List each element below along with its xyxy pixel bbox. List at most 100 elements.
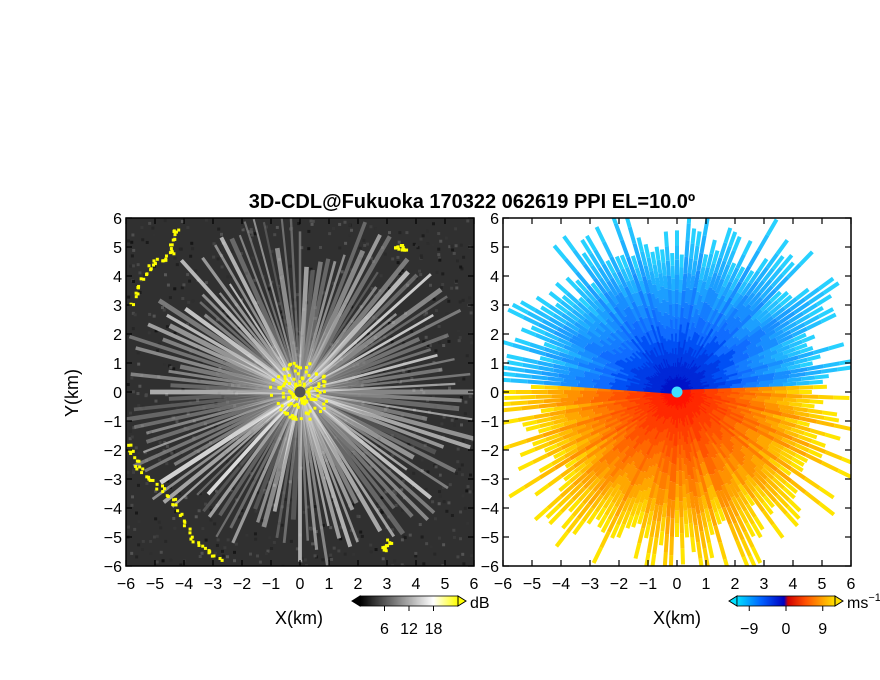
noise-cell xyxy=(130,254,134,258)
yellow-echo xyxy=(131,449,135,453)
velocity-segment xyxy=(694,458,703,477)
velocity-segment xyxy=(757,419,772,429)
velocity-segment xyxy=(623,286,635,303)
noise-cell xyxy=(237,515,241,519)
velocity-segment xyxy=(688,522,695,538)
velocity-segment xyxy=(722,274,731,288)
velocity-segment xyxy=(756,395,771,401)
noise-cell xyxy=(232,550,236,554)
noise-cell xyxy=(380,345,384,349)
velocity-segment xyxy=(702,548,710,566)
velocity-segment xyxy=(590,397,609,404)
velocity-segment xyxy=(578,407,594,415)
y-tick-label: 0 xyxy=(490,385,499,402)
velocity-segment xyxy=(773,472,788,485)
velocity-segment xyxy=(750,308,763,321)
velocity-segment xyxy=(592,404,608,412)
velocity-segment xyxy=(680,290,687,308)
velocity-segment xyxy=(808,443,827,454)
velocity-segment xyxy=(679,517,684,534)
velocity-segment xyxy=(677,470,683,487)
noise-cell xyxy=(362,238,366,242)
yellow-echo xyxy=(299,417,303,421)
velocity-segment xyxy=(704,473,713,487)
velocity-segment xyxy=(796,398,811,404)
yellow-echo xyxy=(289,391,293,395)
velocity-segment xyxy=(711,250,720,265)
velocity-segment xyxy=(722,245,732,262)
velocity-segment xyxy=(723,343,738,357)
velocity-segment xyxy=(590,494,604,510)
velocity-segment xyxy=(794,453,809,464)
noise-cell xyxy=(424,273,428,277)
noise-cell xyxy=(131,390,135,394)
velocity-segment xyxy=(503,418,519,425)
noise-cell xyxy=(354,355,358,359)
velocity-segment xyxy=(706,289,716,306)
noise-cell xyxy=(280,523,284,527)
velocity-segment xyxy=(597,266,610,283)
velocity-segment xyxy=(581,404,598,411)
velocity-segment xyxy=(630,502,639,517)
velocity-segment xyxy=(586,284,601,301)
noise-cell xyxy=(309,219,313,223)
noise-cell xyxy=(377,437,381,441)
velocity-segment xyxy=(738,265,752,284)
yellow-echo xyxy=(291,417,295,421)
velocity-segment xyxy=(629,331,640,344)
noise-cell xyxy=(408,533,412,537)
velocity-segment xyxy=(561,357,579,366)
yellow-echo xyxy=(293,404,297,408)
velocity-segment xyxy=(660,249,666,263)
velocity-segment xyxy=(801,302,819,315)
velocity-segment xyxy=(715,278,725,294)
velocity-segment xyxy=(526,310,544,323)
velocity-segment xyxy=(770,424,786,434)
velocity-segment xyxy=(561,514,575,530)
yellow-echo xyxy=(322,402,326,406)
yellow-echo xyxy=(174,503,178,507)
velocity-segment xyxy=(658,272,665,287)
noise-cell xyxy=(261,519,265,523)
yellow-echo xyxy=(319,410,323,414)
yellow-echo xyxy=(297,365,301,369)
velocity-segment xyxy=(720,470,733,486)
noise-cell xyxy=(245,533,249,537)
noise-cell xyxy=(201,497,205,501)
noise-cell xyxy=(163,362,167,366)
velocity-segment xyxy=(753,490,766,504)
noise-cell xyxy=(276,302,280,306)
velocity-segment xyxy=(762,340,779,352)
velocity-segment xyxy=(591,546,603,564)
velocity-segment xyxy=(738,509,749,525)
noise-cell xyxy=(249,228,253,232)
velocity-segment xyxy=(510,400,528,406)
velocity-segment xyxy=(527,379,545,385)
yellow-echo xyxy=(149,268,153,272)
velocity-segment xyxy=(587,488,602,506)
velocity-segment xyxy=(789,371,806,379)
noise-cell xyxy=(288,480,292,484)
velocity-segment xyxy=(790,367,808,374)
noise-cell xyxy=(215,543,219,547)
yellow-echo xyxy=(148,478,152,482)
velocity-segment xyxy=(684,479,690,495)
velocity-segment xyxy=(594,407,609,415)
noise-cell xyxy=(403,536,407,540)
velocity-segment xyxy=(719,426,733,440)
velocity-segment xyxy=(643,457,653,473)
velocity-segment xyxy=(742,416,761,428)
velocity-segment xyxy=(782,381,797,387)
noise-cell xyxy=(402,341,406,345)
velocity-segment xyxy=(634,490,643,505)
noise-cell xyxy=(244,344,248,348)
velocity-segment xyxy=(594,462,610,478)
yellow-echo xyxy=(289,402,293,406)
velocity-segment xyxy=(701,254,709,268)
noise-cell xyxy=(128,437,132,441)
velocity-segment xyxy=(627,497,637,512)
velocity-segment xyxy=(682,273,688,291)
velocity-segment xyxy=(768,431,784,441)
velocity-segment xyxy=(805,319,823,331)
velocity-segment xyxy=(717,260,727,277)
